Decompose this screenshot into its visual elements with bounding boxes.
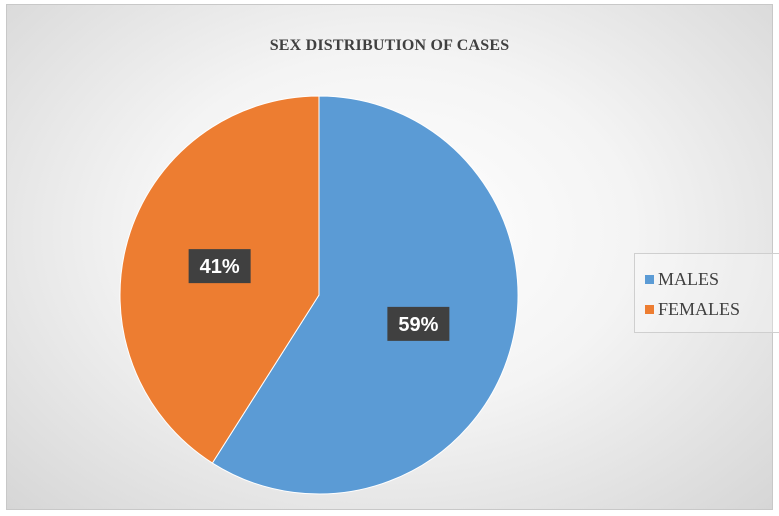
- data-label-box: [188, 249, 251, 284]
- legend-swatch-males: [645, 274, 654, 284]
- legend-swatch-females: [645, 304, 654, 314]
- pie-chart: 59% 41%: [119, 95, 519, 495]
- chart-area: SEX DISTRIBUTION OF CASES 59% 41% MALES F…: [6, 4, 779, 510]
- legend-label-males: MALES: [658, 268, 720, 289]
- chart-legend: MALES FEMALES: [634, 253, 779, 333]
- data-label-males: 59%: [387, 306, 450, 341]
- data-label-box: [387, 306, 450, 341]
- legend-item-females: FEMALES: [645, 294, 779, 324]
- data-label-text: 41%: [200, 256, 240, 278]
- data-label-females: 41%: [188, 249, 251, 284]
- pie-slice-males: [211, 95, 519, 495]
- pie-data-labels: 59% 41%: [188, 249, 450, 341]
- chart-title: SEX DISTRIBUTION OF CASES: [269, 37, 510, 54]
- data-label-text: 59%: [398, 314, 438, 336]
- legend-label-females: FEMALES: [658, 298, 741, 319]
- pie-slices: [119, 95, 519, 495]
- legend-item-males: MALES: [645, 264, 779, 294]
